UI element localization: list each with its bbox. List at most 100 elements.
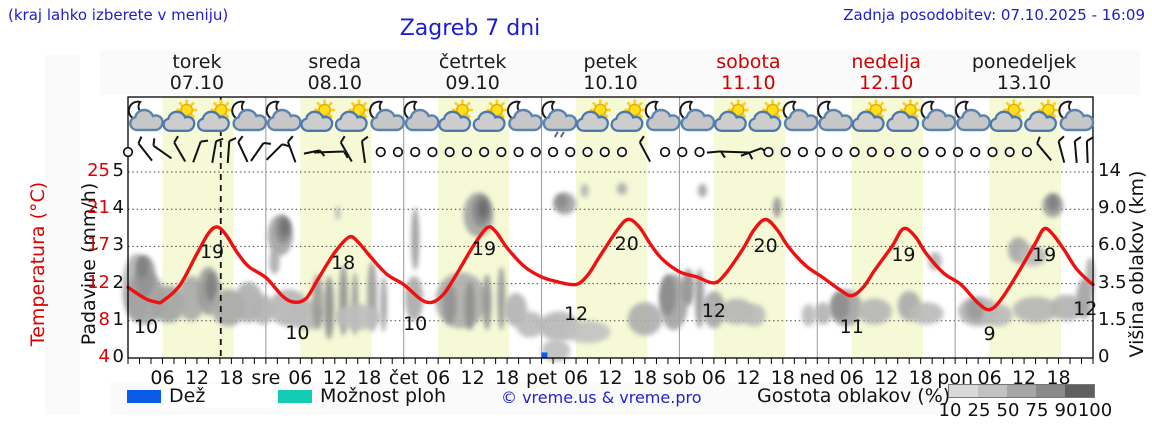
wind-barb-icon [287, 135, 297, 163]
x-axis-tick: 12 [1011, 367, 1037, 389]
temp-value-label: 19 [199, 240, 225, 263]
cloud-axis-tick: 14 [1098, 160, 1121, 181]
cloud-density-segment [1036, 385, 1065, 397]
temp-axis-tick: 4 [98, 346, 110, 367]
temp-value-label: 10 [133, 316, 159, 339]
wind-calm-icon [444, 146, 455, 158]
x-axis-tick: 12 [598, 367, 623, 389]
moon-cloud-icon [1058, 100, 1095, 132]
copyright-link[interactable]: © vreme.us & vreme.pro [501, 388, 702, 407]
wind-barb-icon [173, 135, 187, 163]
sun-cloud-icon [162, 99, 198, 132]
wind-calm-icon [659, 146, 671, 158]
wind-calm-icon [952, 146, 964, 158]
last-update-timestamp: Zadnja posodobitev: 07.10.2025 - 16:09 [843, 6, 1145, 24]
day-name: ponedeljek [971, 51, 1077, 73]
x-axis-tick: 12 [736, 367, 761, 389]
temp-value-label: 10 [285, 322, 310, 345]
sun-cloud-icon [886, 99, 921, 132]
wind-calm-icon [694, 146, 705, 158]
wind-calm-icon [599, 146, 610, 158]
showers-legend-label: Možnost ploh [320, 385, 447, 407]
cloud-axis-tick: 0 [1098, 346, 1110, 367]
wind-calm-icon [677, 146, 688, 158]
wind-barb-icon [360, 135, 369, 164]
day-name: torek [172, 51, 222, 73]
moon-cloud-icon [369, 100, 405, 132]
rain-legend-swatch [127, 390, 161, 403]
cloud-density-tick: 100 [1077, 400, 1113, 421]
x-axis-tick: 18 [1046, 367, 1071, 389]
x-axis-day-abbrev: pet [525, 367, 558, 389]
moon-cloud-icon [403, 100, 440, 132]
legend-white-patch [163, 384, 278, 408]
wind-barb-icon [1036, 136, 1053, 162]
temp-axis-tick: 25 [87, 160, 110, 181]
day-date: 13.10 [996, 72, 1052, 94]
sun-cloud-icon [438, 99, 473, 132]
wind-barb-icon [1085, 136, 1094, 164]
sun-cloud-icon [748, 99, 784, 132]
wind-calm-icon [392, 146, 404, 158]
temp-value-label: 19 [471, 237, 497, 260]
showers-legend-swatch [278, 390, 312, 403]
x-axis-tick: 06 [426, 367, 451, 389]
sun-cloud-icon [989, 99, 1025, 132]
wind-calm-icon [410, 146, 421, 158]
temp-axis-tick: 12 [87, 271, 110, 293]
x-axis-tick: 06 [977, 367, 1002, 389]
temp-axis-tick: 21 [87, 197, 110, 219]
wind-barb-icon [314, 150, 349, 159]
cloud-density-tick: 25 [967, 400, 991, 421]
x-axis-day-abbrev: sre [251, 367, 281, 389]
x-axis-tick: 06 [839, 367, 864, 389]
temp-value-label: 12 [563, 302, 589, 325]
day-date: 10.10 [583, 72, 638, 94]
cloud-axis-tick: 1.5 [1098, 308, 1127, 330]
x-axis-tick: 12 [460, 367, 485, 389]
day-header: torek 07.10 [108, 52, 286, 94]
wind-barb-icon [265, 143, 290, 161]
moon-cloud-icon [506, 100, 543, 132]
wind-barb-icon [237, 135, 249, 163]
moon-cloud-icon [644, 100, 681, 132]
x-axis-tick: 06 [701, 367, 726, 389]
day-header: sobota 11.10 [659, 52, 837, 94]
wind-calm-icon [496, 146, 507, 158]
x-axis-day-abbrev: čet [388, 367, 419, 389]
wind-calm-icon [513, 146, 524, 158]
cloud-density-segment [949, 385, 978, 397]
temperature-curve [126, 217, 1095, 312]
x-axis-tick: 06 [150, 367, 175, 389]
day-date: 07.10 [169, 72, 225, 94]
wind-calm-icon [461, 146, 473, 158]
x-axis-day-abbrev: sob [662, 367, 697, 389]
temp-value-label: 12 [1073, 297, 1098, 320]
temp-value-label: 18 [331, 252, 356, 275]
cloud-density-segment [1065, 385, 1094, 397]
temp-value-label: 10 [403, 313, 428, 336]
wind-barb-icon [1073, 136, 1082, 164]
wind-calm-icon [547, 146, 559, 158]
temp-value-label: 20 [753, 235, 778, 258]
day-date: 11.10 [721, 72, 776, 94]
precip-axis-tick: 0 [112, 346, 124, 367]
wind-calm-icon [582, 146, 593, 158]
precip-axis-tick: 2 [112, 271, 124, 293]
sun-cloud-icon [472, 99, 508, 132]
wind-calm-icon [866, 146, 878, 158]
wind-barb-icon [638, 135, 652, 163]
moon-cloud-icon [955, 100, 991, 132]
day-date: 08.10 [307, 72, 362, 94]
wind-calm-icon [797, 146, 809, 158]
wind-calm-icon [616, 146, 628, 158]
header-strip-bg [100, 50, 1140, 95]
cloud-density-tick: 75 [1025, 400, 1049, 421]
x-axis-day-abbrev: pon [937, 367, 974, 389]
precip-axis-tick: 4 [112, 197, 124, 219]
moon-cloud-icon [265, 100, 302, 132]
wind-calm-icon [1021, 146, 1033, 158]
moon-cloud-icon [920, 100, 957, 132]
day-header: petek 10.10 [522, 52, 700, 94]
